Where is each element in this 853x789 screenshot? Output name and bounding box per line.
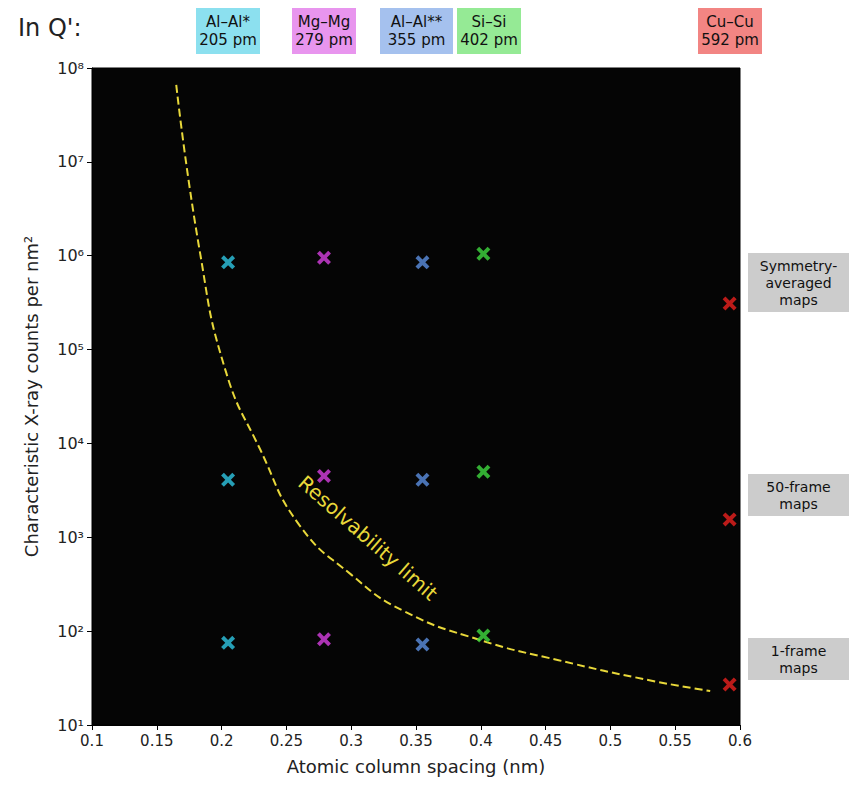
svg-text:205 pm: 205 pm — [199, 31, 257, 49]
svg-text:10¹: 10¹ — [57, 715, 84, 735]
svg-text:10⁷: 10⁷ — [57, 152, 84, 171]
svg-text:Characteristic X-ray counts pe: Characteristic X-ray counts per nm² — [21, 236, 42, 557]
svg-text:0.2: 0.2 — [210, 732, 234, 750]
svg-text:10³: 10³ — [57, 528, 84, 547]
svg-text:10²: 10² — [57, 622, 84, 641]
svg-text:0.35: 0.35 — [399, 732, 432, 750]
svg-text:maps: maps — [779, 292, 817, 308]
svg-text:0.25: 0.25 — [270, 732, 303, 750]
svg-text:0.45: 0.45 — [529, 732, 562, 750]
svg-text:10⁶: 10⁶ — [57, 246, 84, 265]
svg-text:maps: maps — [779, 660, 817, 676]
svg-text:maps: maps — [779, 496, 817, 512]
svg-text:10⁵: 10⁵ — [57, 340, 84, 359]
svg-text:0.15: 0.15 — [140, 732, 173, 750]
svg-text:Atomic column spacing (nm): Atomic column spacing (nm) — [287, 756, 545, 777]
svg-text:averaged: averaged — [765, 275, 831, 291]
svg-text:10⁴: 10⁴ — [57, 434, 84, 453]
svg-text:0.5: 0.5 — [598, 732, 622, 750]
svg-text:0.4: 0.4 — [469, 732, 493, 750]
svg-text:10⁸: 10⁸ — [57, 59, 84, 78]
svg-text:Al–Al**: Al–Al** — [391, 13, 443, 31]
svg-text:279 pm: 279 pm — [295, 31, 353, 49]
svg-text:0.55: 0.55 — [658, 732, 691, 750]
svg-text:Mg–Mg: Mg–Mg — [298, 13, 350, 31]
svg-text:355 pm: 355 pm — [388, 31, 446, 49]
svg-text:Symmetry-: Symmetry- — [760, 258, 837, 274]
svg-text:Resolvability limit: Resolvability limit — [294, 471, 443, 606]
svg-text:Si–Si: Si–Si — [472, 13, 507, 31]
svg-text:0.1: 0.1 — [80, 732, 104, 750]
svg-text:Al–Al*: Al–Al* — [206, 13, 250, 31]
svg-text:0.6: 0.6 — [728, 732, 752, 750]
svg-text:402 pm: 402 pm — [460, 31, 518, 49]
svg-text:50-frame: 50-frame — [766, 479, 830, 495]
svg-text:592 pm: 592 pm — [701, 31, 759, 49]
svg-text:1-frame: 1-frame — [771, 643, 826, 659]
svg-text:0.3: 0.3 — [339, 732, 363, 750]
svg-text:In Q':: In Q': — [18, 14, 82, 42]
svg-text:Cu–Cu: Cu–Cu — [706, 13, 753, 31]
